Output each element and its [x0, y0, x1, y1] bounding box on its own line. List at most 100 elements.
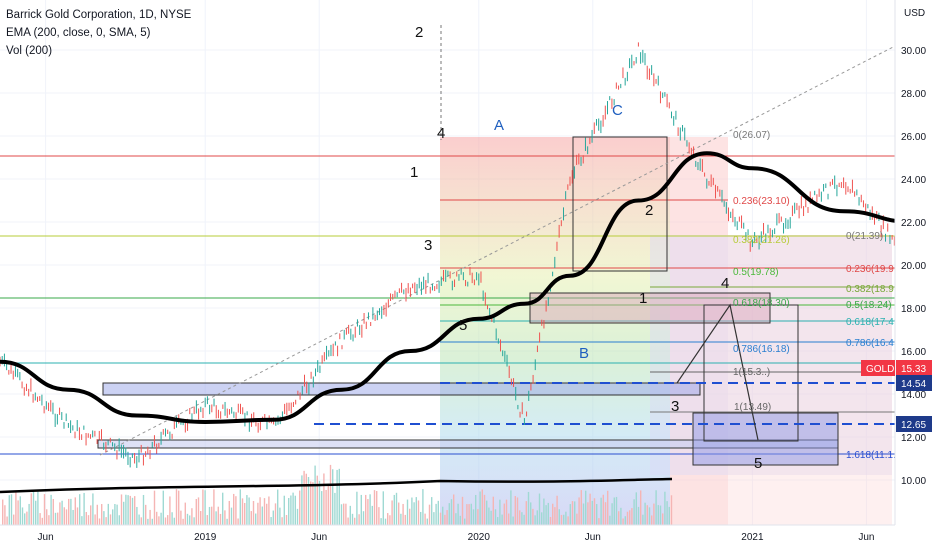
volume-bar: [237, 518, 239, 525]
volume-bar: [494, 509, 497, 525]
volume-bar: [431, 497, 433, 525]
volume-bar: [600, 497, 602, 525]
wave-label: 1: [639, 290, 647, 307]
volume-bar: [136, 506, 138, 525]
y-tick-label: 22.00: [901, 218, 926, 229]
volume-bar: [81, 516, 83, 525]
volume-bar: [182, 518, 184, 525]
volume-bar: [527, 491, 530, 525]
x-tick-label: Jun: [858, 532, 874, 543]
volume-bar: [32, 490, 35, 525]
fib-label: 0.382(18.9..): [846, 284, 903, 295]
volume-bar: [613, 497, 615, 525]
volume-bar: [345, 503, 347, 525]
price-badge-value: 12.65: [901, 420, 926, 431]
price-badge-value: 14.54: [901, 379, 926, 390]
volume-indicator-label[interactable]: Vol (200): [6, 45, 53, 57]
volume-bar: [587, 502, 589, 525]
volume-bar: [466, 504, 468, 525]
volume-bar: [464, 518, 466, 525]
ema-indicator-label[interactable]: EMA (200, close, 0, SMA, 5): [6, 27, 151, 39]
volume-bar: [301, 475, 303, 525]
volume-bar: [160, 512, 162, 525]
x-tick-label: 2020: [468, 532, 491, 543]
volume-bar: [413, 502, 415, 525]
volume-bar: [129, 495, 131, 525]
volume-bar: [360, 494, 362, 525]
time-axis[interactable]: [0, 525, 932, 550]
volume-bar: [162, 490, 164, 525]
volume-bar: [259, 497, 261, 525]
volume-bar: [35, 500, 37, 525]
wave-label: 4: [437, 125, 445, 142]
volume-bar: [167, 515, 169, 525]
volume-bar: [39, 513, 41, 525]
volume-bar: [250, 511, 252, 525]
volume-bar: [41, 517, 43, 525]
volume-bar: [664, 491, 666, 525]
volume-bar: [523, 514, 525, 525]
wave-label: B: [579, 345, 589, 362]
volume-bar: [398, 502, 400, 525]
volume-bar: [17, 500, 19, 525]
volume-bar: [651, 515, 653, 525]
price-axis[interactable]: [895, 0, 932, 550]
volume-bar: [604, 502, 607, 525]
volume-bar: [640, 490, 642, 525]
volume-bar: [560, 514, 563, 525]
volume-bar: [321, 491, 323, 525]
x-tick-label: 2021: [741, 532, 764, 543]
volume-bar: [624, 516, 626, 525]
volume-bar: [131, 497, 134, 525]
y-axis-ticks: 30.00 28.00 26.00 24.00 22.00 20.00 18.00 16.00…: [901, 46, 926, 487]
y-tick-label: 24.00: [901, 175, 926, 186]
volume-bar: [378, 507, 380, 525]
volume-bar: [376, 491, 378, 525]
y-tick-label: 30.00: [901, 46, 926, 57]
volume-bar: [384, 518, 387, 525]
volume-bar: [472, 509, 475, 525]
volume-bar: [446, 510, 448, 525]
volume-bar: [369, 494, 371, 525]
volume-bar: [508, 513, 510, 525]
price-badge: [896, 375, 932, 391]
volume-bar: [541, 512, 543, 525]
wave-label: 3: [671, 398, 679, 415]
volume-bar: [2, 499, 4, 525]
volume-bar: [380, 518, 382, 525]
volume-bar: [371, 505, 373, 525]
volume-bar: [202, 489, 204, 525]
y-tick-label: 14.00: [901, 390, 926, 401]
ema-line: [0, 151, 932, 424]
volume-bar: [536, 510, 538, 525]
volume-bar: [316, 475, 318, 525]
volume-bar: [444, 514, 446, 525]
volume-bar: [629, 510, 631, 525]
price-series: [0, 42, 932, 468]
volume-bar: [519, 510, 521, 525]
volume-bar: [404, 514, 406, 525]
volume-bar: [244, 502, 246, 525]
volume-bar: [277, 489, 279, 525]
volume-bar: [479, 491, 481, 525]
volume-bar: [402, 503, 404, 525]
volume-bar: [468, 504, 470, 525]
volume-bar: [299, 490, 301, 525]
volume-bar: [532, 508, 534, 525]
volume-bar: [153, 490, 156, 525]
price-badges: GOLD 15.33 14.54 12.65: [861, 360, 932, 432]
volume-bar: [400, 513, 402, 525]
volume-bar: [620, 507, 622, 525]
symbol-title[interactable]: Barrick Gold Corporation, 1D, NYSE: [6, 9, 192, 21]
volume-bar: [325, 489, 327, 525]
volume-bar: [567, 516, 569, 525]
fib-label: 0.786(16.43): [846, 338, 903, 349]
price-badge: [896, 416, 932, 432]
fib-label: 0.236(19.96): [846, 264, 903, 275]
volume-bar: [327, 483, 329, 525]
volume-bar: [169, 496, 171, 525]
y-tick-label: 10.00: [901, 476, 926, 487]
volume-bar: [354, 517, 356, 525]
volume-bar: [233, 493, 235, 525]
